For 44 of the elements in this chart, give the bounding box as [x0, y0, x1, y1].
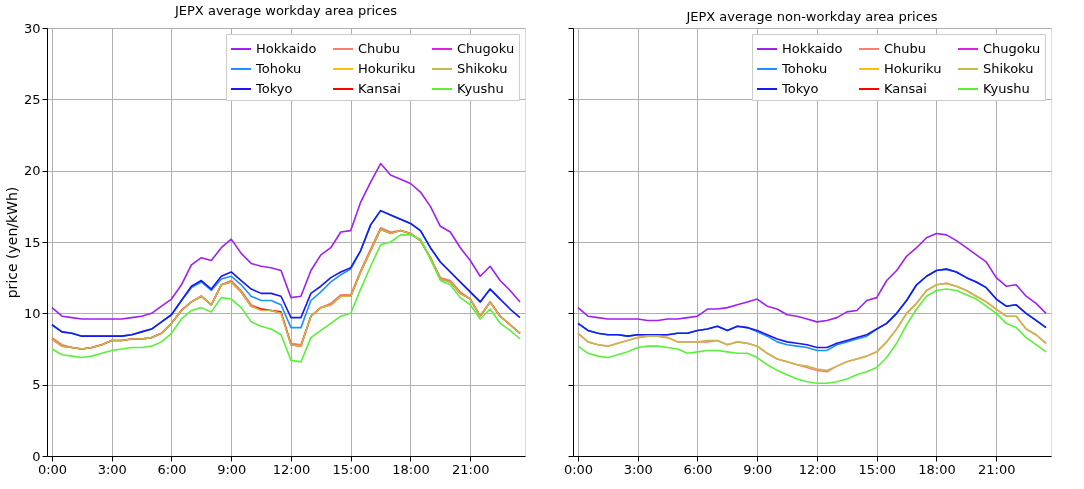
legend-label: Shikoku [457, 61, 508, 76]
legend-label: Tohoku [255, 61, 302, 76]
legend-label: Hokkaido [782, 41, 843, 56]
chart-title: JEPX average non-workday area prices [685, 8, 938, 24]
y-tick-label: 20 [23, 163, 41, 179]
legend-label: Chubu [884, 41, 927, 56]
x-tick-label: 6:00 [157, 461, 187, 477]
legend-label: Kansai [358, 81, 401, 96]
chart-title: JEPX average workday area prices [173, 3, 398, 18]
x-tick-label: 9:00 [743, 461, 773, 477]
legend-label: Hokuriku [884, 61, 942, 76]
legend-label: Kyushu [983, 81, 1030, 96]
legend-label: Shikoku [983, 61, 1034, 76]
x-tick-label: 21:00 [451, 461, 490, 477]
y-tick-label: 30 [23, 20, 41, 36]
legend-label: Chugoku [983, 41, 1041, 56]
x-tick-label: 3:00 [97, 461, 127, 477]
x-tick-label: 3:00 [623, 461, 653, 477]
x-tick-label: 18:00 [918, 461, 956, 477]
legend-label: Hokuriku [358, 61, 416, 76]
x-tick-label: 0:00 [563, 461, 594, 477]
x-tick-label: 0:00 [37, 461, 68, 477]
x-tick-label: 15:00 [858, 461, 896, 477]
legend-label: Tohoku [781, 61, 828, 76]
legend-label: Chubu [358, 41, 401, 56]
y-tick-label: 10 [23, 305, 41, 321]
y-axis-title: price (yen/kWh) [3, 186, 20, 299]
legend-label: Tokyo [781, 81, 819, 96]
y-tick-label: 15 [23, 234, 41, 250]
x-tick-label: 18:00 [392, 461, 430, 477]
y-tick-label: 5 [32, 377, 41, 393]
x-tick-label: 12:00 [798, 461, 837, 477]
y-tick-label: 0 [32, 448, 41, 464]
y-tick-label: 25 [23, 91, 41, 107]
legend-label: Kansai [884, 81, 927, 96]
x-tick-label: 12:00 [272, 461, 311, 477]
legend-label: Hokkaido [256, 41, 317, 56]
legend-label: Chugoku [457, 41, 515, 56]
x-tick-label: 21:00 [977, 461, 1016, 477]
legend-label: Kyushu [457, 81, 504, 96]
x-tick-label: 15:00 [332, 461, 370, 477]
x-tick-label: 9:00 [217, 461, 247, 477]
legend-label: Tokyo [255, 81, 293, 96]
x-tick-label: 6:00 [683, 461, 713, 477]
